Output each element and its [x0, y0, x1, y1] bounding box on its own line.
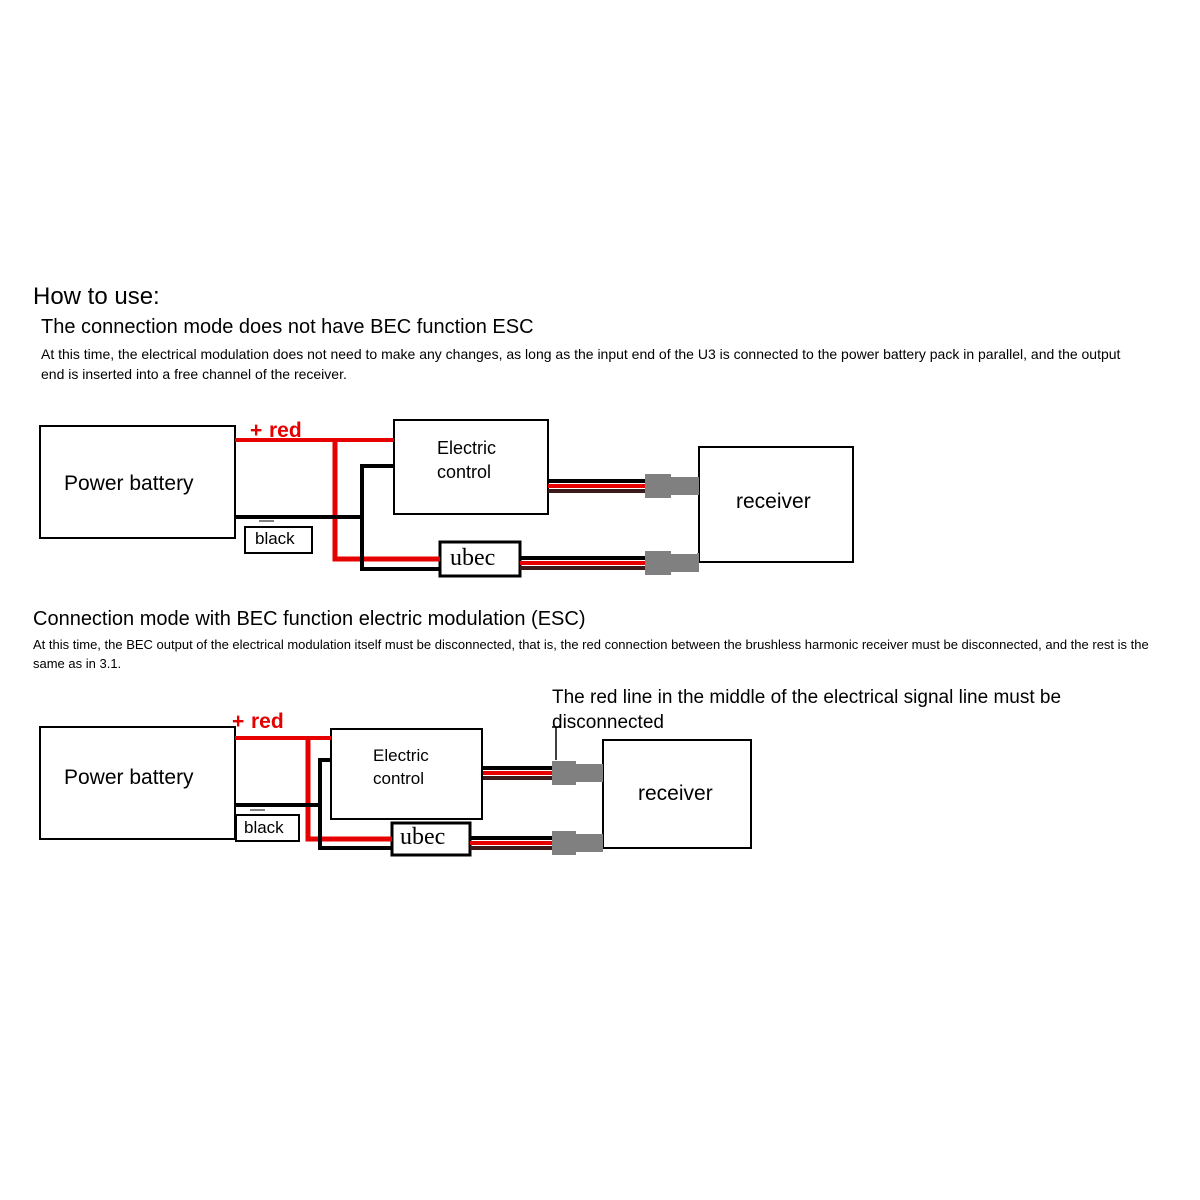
diagram-svg	[0, 0, 1200, 1200]
